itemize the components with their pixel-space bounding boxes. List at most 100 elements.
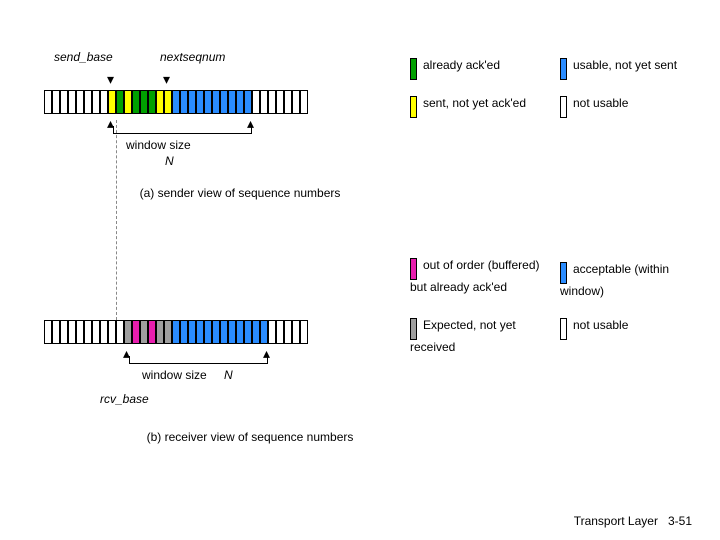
seq-cell xyxy=(76,90,84,114)
window-N-b: N xyxy=(224,368,233,382)
label-nextseqnum: nextseqnum xyxy=(160,50,225,64)
seq-cell xyxy=(172,90,180,114)
seq-cell xyxy=(116,320,124,344)
window-label-a: window size xyxy=(126,138,191,152)
seq-cell xyxy=(260,90,268,114)
seq-cell xyxy=(156,90,164,114)
seq-cell xyxy=(236,90,244,114)
legend-text: out of order (buffered) but already ack'… xyxy=(410,258,540,294)
legend-out-of-order: out of order (buffered) but already ack'… xyxy=(410,258,550,294)
seq-cell xyxy=(188,90,196,114)
legend-text: sent, not yet ack'ed xyxy=(423,96,526,110)
seq-cell xyxy=(156,320,164,344)
window-line-b xyxy=(129,363,267,365)
alignment-dashed-line xyxy=(116,120,117,320)
seq-cell xyxy=(244,320,252,344)
label-send-base: send_base xyxy=(54,50,113,64)
seq-cell xyxy=(300,320,308,344)
seq-cell xyxy=(124,320,132,344)
legend-text: not usable xyxy=(573,96,628,110)
seq-cell xyxy=(236,320,244,344)
seq-cell xyxy=(44,320,52,344)
seq-cell xyxy=(140,90,148,114)
seq-cell xyxy=(212,320,220,344)
seq-cell xyxy=(60,90,68,114)
legend-usable-not-sent: usable, not yet sent xyxy=(560,58,710,80)
window-tick-right-a xyxy=(251,126,252,134)
seq-cell xyxy=(100,90,108,114)
seq-cell xyxy=(268,90,276,114)
seq-cell xyxy=(132,320,140,344)
legend-not-usable-b: not usable xyxy=(560,318,710,340)
receiver-sequence-bar xyxy=(44,320,308,344)
seq-cell xyxy=(180,320,188,344)
seq-cell xyxy=(108,320,116,344)
label-rcv-base: rcv_base xyxy=(100,392,149,406)
seq-cell xyxy=(68,320,76,344)
seq-cell xyxy=(204,90,212,114)
seq-cell xyxy=(164,320,172,344)
arrow-send-base: ▾ xyxy=(107,72,114,86)
seq-cell xyxy=(132,90,140,114)
seq-cell xyxy=(292,90,300,114)
legend-sent-not-acked: sent, not yet ack'ed xyxy=(410,96,560,118)
seq-cell xyxy=(84,320,92,344)
seq-cell xyxy=(188,320,196,344)
seq-cell xyxy=(140,320,148,344)
seq-cell xyxy=(52,90,60,114)
seq-cell xyxy=(212,90,220,114)
seq-cell xyxy=(292,320,300,344)
window-line-a xyxy=(113,133,251,135)
seq-cell xyxy=(284,320,292,344)
caption-a: (a) sender view of sequence numbers xyxy=(110,186,370,200)
seq-cell xyxy=(252,90,260,114)
seq-cell xyxy=(76,320,84,344)
seq-cell xyxy=(276,320,284,344)
seq-cell xyxy=(92,320,100,344)
seq-cell xyxy=(260,320,268,344)
seq-cell xyxy=(180,90,188,114)
window-tick-right-b xyxy=(267,356,268,364)
window-tick-left-b xyxy=(129,356,130,364)
footer-page: 3-51 xyxy=(668,514,692,528)
seq-cell xyxy=(196,320,204,344)
seq-cell xyxy=(92,90,100,114)
legend-text: not usable xyxy=(573,318,628,332)
sender-sequence-bar xyxy=(44,90,308,114)
legend-not-usable-a: not usable xyxy=(560,96,710,118)
seq-cell xyxy=(116,90,124,114)
seq-cell xyxy=(252,320,260,344)
window-N-a: N xyxy=(165,154,174,168)
seq-cell xyxy=(268,320,276,344)
seq-cell xyxy=(244,90,252,114)
caption-b: (b) receiver view of sequence numbers xyxy=(110,430,390,444)
window-label-b: window size xyxy=(142,368,207,382)
seq-cell xyxy=(148,320,156,344)
legend-acceptable: acceptable (within window) xyxy=(560,262,710,298)
seq-cell xyxy=(124,90,132,114)
seq-cell xyxy=(84,90,92,114)
seq-cell xyxy=(68,90,76,114)
seq-cell xyxy=(276,90,284,114)
footer-layer: Transport Layer xyxy=(574,514,658,528)
seq-cell xyxy=(108,90,116,114)
seq-cell xyxy=(52,320,60,344)
seq-cell xyxy=(228,320,236,344)
seq-cell xyxy=(204,320,212,344)
legend-text: acceptable (within window) xyxy=(560,262,669,298)
legend-text: already ack'ed xyxy=(423,58,500,72)
legend-text: usable, not yet sent xyxy=(573,58,677,72)
window-tick-left-a xyxy=(113,126,114,134)
footer: Transport Layer 3-51 xyxy=(574,514,692,528)
seq-cell xyxy=(228,90,236,114)
seq-cell xyxy=(60,320,68,344)
arrow-nextseqnum: ▾ xyxy=(163,72,170,86)
seq-cell xyxy=(44,90,52,114)
legend-text: Expected, not yet received xyxy=(410,318,516,354)
legend-already-acked: already ack'ed xyxy=(410,58,560,80)
seq-cell xyxy=(148,90,156,114)
seq-cell xyxy=(284,90,292,114)
seq-cell xyxy=(220,320,228,344)
seq-cell xyxy=(196,90,204,114)
seq-cell xyxy=(172,320,180,344)
